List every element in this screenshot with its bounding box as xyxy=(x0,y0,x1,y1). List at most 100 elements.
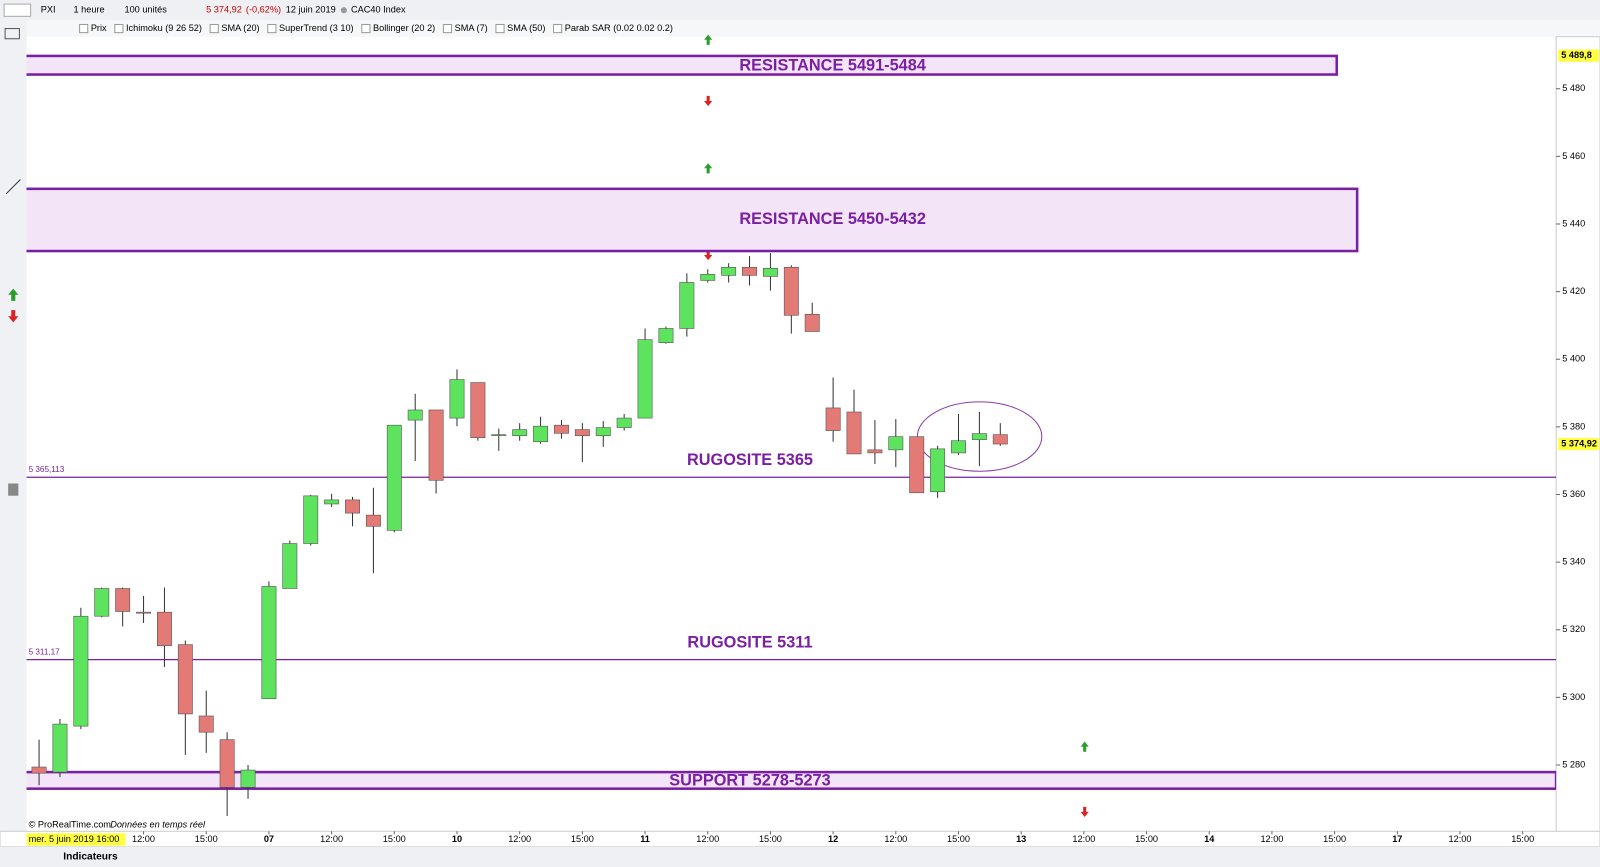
candle-body xyxy=(428,409,444,481)
y-tick-label: 5 400 xyxy=(1562,354,1585,364)
candle-body xyxy=(783,266,799,316)
x-tick-label: 17 xyxy=(1392,834,1402,844)
cursor-date-box xyxy=(26,833,126,846)
candle-body xyxy=(804,313,820,332)
candle-body xyxy=(846,411,862,455)
indicator-checkbox xyxy=(361,23,371,34)
y-tick-label: 5 320 xyxy=(1562,624,1585,634)
indicator[interactable]: Parab SAR (0.02 0.02 0.2) xyxy=(565,23,673,33)
price-marker xyxy=(1558,437,1599,451)
candle-body xyxy=(73,615,89,727)
candle-body xyxy=(303,495,319,544)
candle-body xyxy=(721,266,737,276)
indicator[interactable]: Prix xyxy=(91,23,107,33)
indicator[interactable]: SuperTrend (3 10) xyxy=(279,23,354,33)
candle-body xyxy=(951,440,966,454)
units[interactable]: 100 unités xyxy=(124,5,167,15)
x-tick-label: 15:00 xyxy=(759,834,782,844)
y-tick-label: 5 480 xyxy=(1562,83,1585,93)
tool-trash[interactable] xyxy=(8,483,19,496)
tool-strip xyxy=(0,20,27,847)
x-tick-label: 13 xyxy=(1016,834,1026,844)
x-tick-label: 12:00 xyxy=(1260,834,1283,844)
bottom-toolbar xyxy=(0,846,1600,867)
status-dot xyxy=(340,7,347,14)
candle-body xyxy=(658,328,674,343)
candle-body xyxy=(240,769,256,788)
cursor-date: mer. 5 juin 2019 16:00 xyxy=(29,834,120,844)
candle-body xyxy=(554,424,569,434)
y-tick-label: 5 340 xyxy=(1562,557,1585,567)
candle-body xyxy=(888,436,904,451)
price: 5 374,92 xyxy=(206,5,242,15)
price-marker-label: 5 489,8 xyxy=(1561,50,1592,60)
candle-body xyxy=(616,417,632,428)
x-tick-label: 15:00 xyxy=(1511,834,1534,844)
arrow-up xyxy=(704,34,713,45)
indicators-button[interactable]: Indicateurs xyxy=(63,851,118,862)
candle-body xyxy=(219,739,235,788)
symbol-box[interactable] xyxy=(3,3,32,17)
candle-body xyxy=(909,436,925,494)
x-tick-label: 11 xyxy=(640,834,650,844)
candle-body xyxy=(637,339,653,419)
date: 12 juin 2019 xyxy=(286,5,336,15)
zone-label: RESISTANCE 5491-5484 xyxy=(739,57,926,75)
tool-line[interactable] xyxy=(5,179,21,195)
price-marker-label: 5 374,92 xyxy=(1561,438,1597,448)
arrows xyxy=(704,34,1089,818)
candle-body xyxy=(324,499,340,505)
x-tick-label: 12 xyxy=(828,834,838,844)
plot-area: RESISTANCE 5491-5484 RESISTANCE 5450-5432… xyxy=(26,54,1557,817)
indicator[interactable]: Bollinger (20 2) xyxy=(373,23,435,33)
candle-body xyxy=(825,407,841,431)
candle-body xyxy=(177,644,193,715)
y-tick-label: 5 440 xyxy=(1562,218,1585,228)
candle-body xyxy=(491,434,507,436)
x-tick-label: 14 xyxy=(1204,834,1215,844)
candle-body xyxy=(282,543,298,589)
candle-body xyxy=(867,449,883,454)
zone-label: SUPPORT 5278-5273 xyxy=(669,772,830,790)
indicator-checkbox xyxy=(114,23,124,34)
y-tick-label: 5 460 xyxy=(1562,151,1585,161)
indicator[interactable]: Ichimoku (9 26 52) xyxy=(126,23,202,33)
candle-body xyxy=(198,715,214,733)
candle-body xyxy=(156,611,172,646)
arrow-up xyxy=(1080,741,1089,752)
indicator-checkbox xyxy=(553,23,563,34)
symbol[interactable]: PXI xyxy=(41,5,56,15)
plot: RESISTANCE 5491-5484 RESISTANCE 5450-5432… xyxy=(26,54,1557,817)
indicator[interactable]: SMA (20) xyxy=(221,23,259,33)
top-toolbar xyxy=(0,0,1600,21)
candle-body xyxy=(700,274,716,281)
price-marker xyxy=(1558,49,1599,62)
x-tick-label: 12:00 xyxy=(1449,834,1472,844)
zone xyxy=(26,770,1557,790)
indicator[interactable]: SMA (7) xyxy=(455,23,488,33)
tool-up[interactable] xyxy=(8,288,19,301)
candle-body xyxy=(679,282,695,329)
candle-body xyxy=(261,586,277,700)
candle-body xyxy=(470,382,486,438)
x-tick-label: 12:00 xyxy=(1072,834,1095,844)
indicator[interactable]: SMA (50) xyxy=(507,23,545,33)
realtime: Données en temps réel xyxy=(110,820,206,830)
tool-down[interactable] xyxy=(8,310,19,323)
tool-rect[interactable] xyxy=(4,28,20,40)
period[interactable]: 1 heure xyxy=(73,5,104,15)
indicator-bar xyxy=(0,20,1600,37)
y-tick-label: 5 380 xyxy=(1562,421,1585,431)
indicator-checkbox xyxy=(209,23,219,34)
candle-body xyxy=(533,425,549,443)
candle-body xyxy=(115,588,131,612)
candle-body xyxy=(345,499,360,514)
level-annotation: RUGOSITE 5365 xyxy=(687,451,813,469)
candle-body xyxy=(31,766,47,774)
candle-body xyxy=(595,427,611,436)
x-tick-label: 15:00 xyxy=(195,834,218,844)
tools[interactable] xyxy=(4,28,21,496)
x-tick-label: 15:00 xyxy=(571,834,594,844)
arrow-down xyxy=(704,249,713,261)
